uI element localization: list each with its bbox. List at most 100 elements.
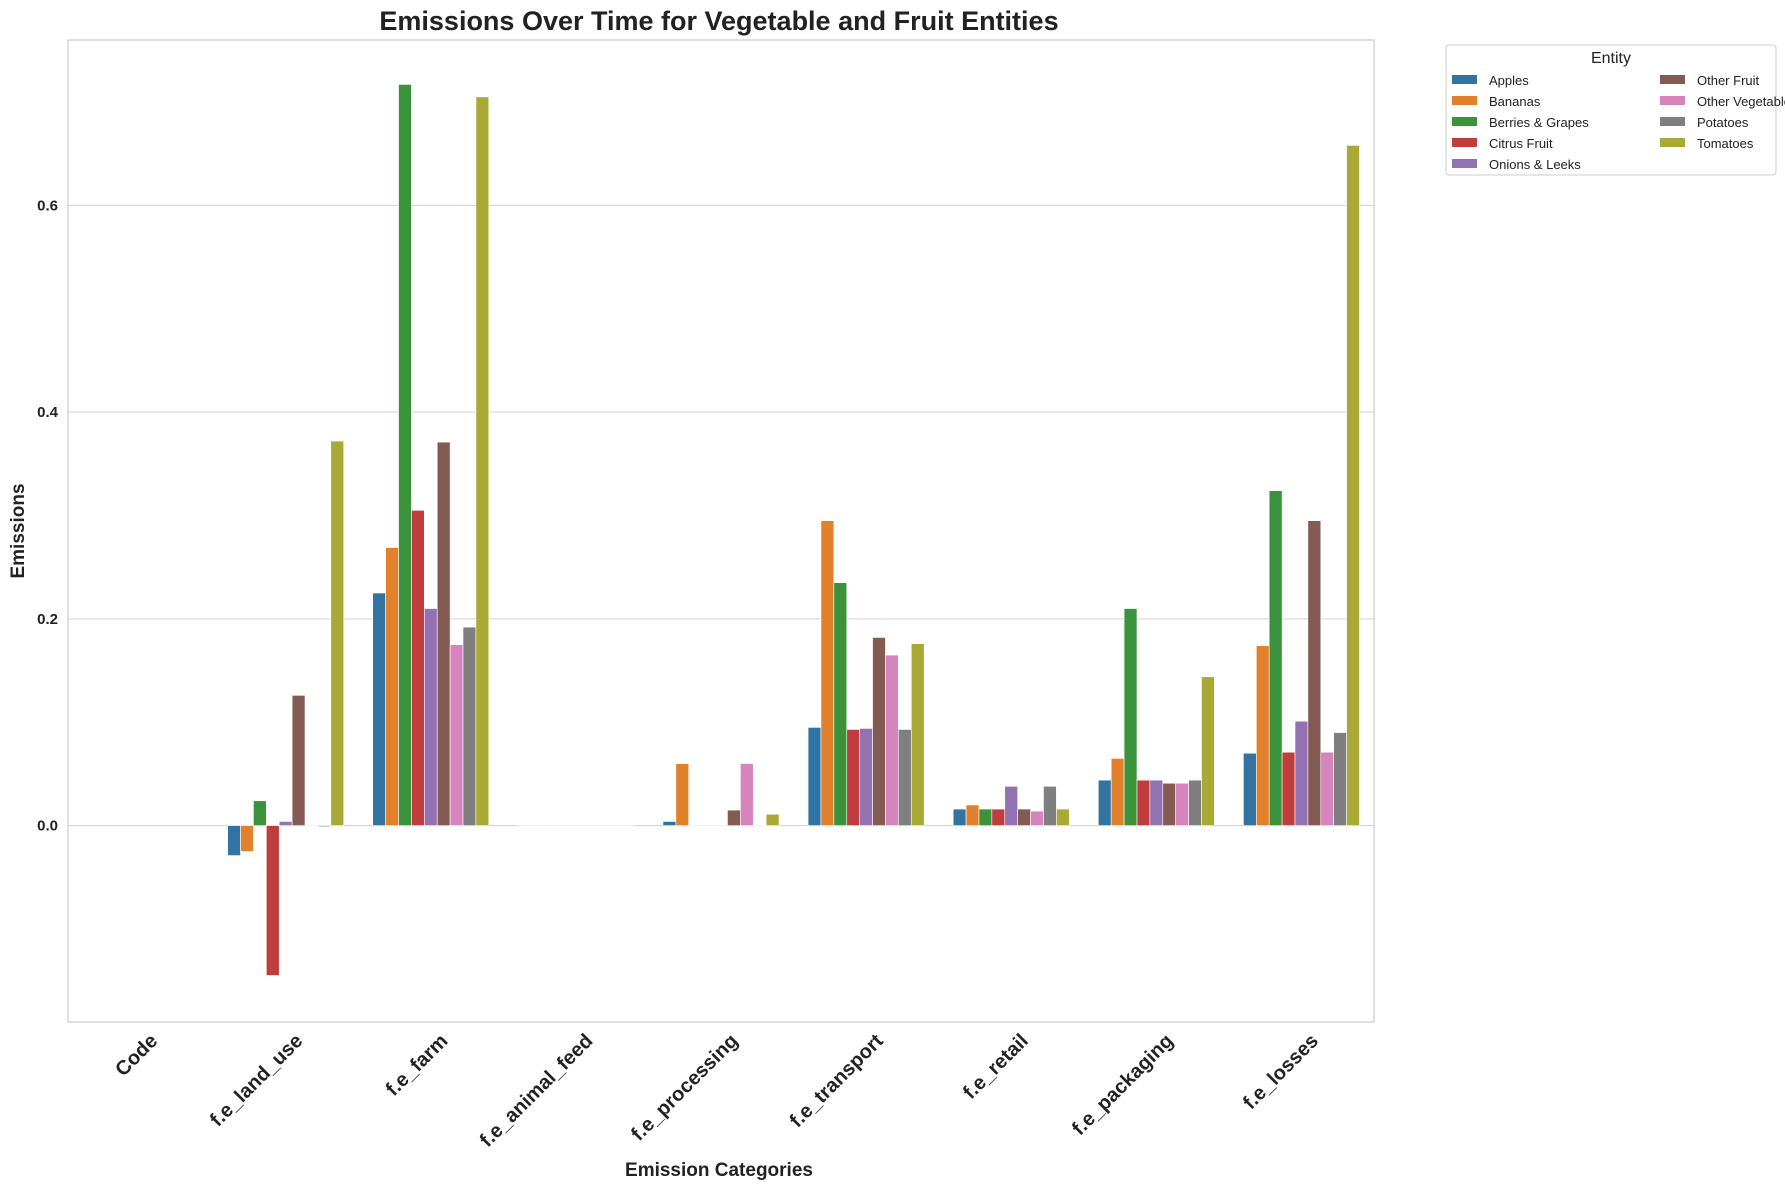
y-tick-label: 0.0 — [37, 818, 58, 835]
bar — [898, 729, 912, 826]
bar — [859, 728, 873, 826]
bar — [556, 825, 570, 827]
bar — [910, 643, 925, 826]
plot-area-background — [68, 40, 1374, 1022]
bar — [1162, 782, 1176, 826]
bar — [372, 592, 386, 826]
bar — [1188, 779, 1202, 826]
bar — [385, 547, 399, 826]
bars-group — [227, 84, 1360, 976]
bar — [765, 813, 780, 826]
legend-swatch — [1660, 117, 1685, 126]
bar — [240, 825, 254, 852]
bar — [253, 800, 267, 826]
legend-frame — [1445, 44, 1777, 176]
bar — [1043, 786, 1057, 826]
x-tick-label: f.e_packaging — [1068, 1030, 1178, 1140]
bar — [1004, 786, 1018, 826]
bar — [594, 825, 609, 827]
bar — [424, 608, 438, 826]
bar — [1281, 751, 1296, 826]
legend-swatch — [1452, 96, 1477, 105]
legend-label: Berries & Grapes — [1489, 115, 1589, 130]
bar — [872, 637, 886, 826]
bar — [227, 825, 241, 856]
legend-label: Citrus Fruit — [1489, 136, 1553, 151]
y-axis-title: Emissions — [8, 483, 29, 578]
bar — [475, 96, 490, 826]
bar — [885, 654, 899, 826]
bar — [662, 821, 677, 826]
bar — [965, 804, 980, 826]
legend-swatch — [1660, 96, 1685, 105]
bar — [266, 825, 280, 976]
legend-label: Other Fruit — [1697, 73, 1760, 88]
bar — [846, 729, 860, 826]
bar — [714, 825, 728, 827]
legend-items: Apples Bananas Berries & Grapes Citrus Frui… — [1452, 73, 1785, 172]
legend-swatch — [1452, 138, 1477, 147]
legend-label: Onions & Leeks — [1489, 157, 1581, 172]
bar — [1175, 782, 1189, 826]
bar — [1256, 645, 1270, 826]
x-tick-label: f.e_retail — [959, 1030, 1033, 1104]
bar — [752, 825, 767, 827]
plot-area-frame — [67, 39, 1375, 1023]
bar — [820, 520, 835, 826]
bar — [1123, 608, 1138, 826]
bar — [952, 808, 967, 826]
bar — [278, 821, 293, 826]
bar — [1201, 676, 1215, 826]
bar — [607, 825, 622, 827]
x-tick-label: f.e_processing — [627, 1030, 742, 1145]
x-tick-label: f.e_animal_feed — [476, 1030, 598, 1152]
legend-label: Bananas — [1489, 94, 1541, 109]
x-axis-title: Emission Categories — [625, 1160, 813, 1181]
bar — [569, 825, 583, 827]
bar — [582, 825, 596, 827]
bar — [1333, 732, 1347, 826]
legend-swatch — [1452, 159, 1477, 168]
x-tick-label: f.e_land_use — [206, 1030, 307, 1131]
bar — [833, 582, 848, 826]
legend-swatch — [1660, 75, 1685, 84]
bar — [411, 510, 425, 826]
y-tick-label: 0.6 — [37, 197, 58, 214]
bar — [1097, 779, 1112, 826]
bar — [1149, 779, 1164, 826]
legend-label: Tomatoes — [1697, 136, 1754, 151]
legend-swatch — [1452, 75, 1477, 84]
bar — [462, 626, 477, 826]
bar — [1136, 779, 1151, 826]
bar — [449, 644, 464, 826]
legend-label: Apples — [1489, 73, 1529, 88]
bar — [330, 440, 345, 826]
bar — [291, 695, 306, 826]
x-tick-label: f.e_farm — [382, 1030, 453, 1101]
legend-title: Entity — [1591, 50, 1631, 67]
y-tick-label: 0.4 — [37, 404, 59, 421]
bar — [978, 808, 993, 826]
bar — [740, 763, 754, 826]
x-tick-label: f.e_transport — [786, 1030, 888, 1132]
bar — [1320, 751, 1334, 826]
bar — [1056, 808, 1070, 826]
x-tick-label: Code — [111, 1030, 162, 1081]
x-tick-label: f.e_losses — [1239, 1030, 1323, 1114]
bar — [1268, 490, 1283, 826]
legend-label: Other Vegetables — [1697, 94, 1785, 109]
bar — [688, 825, 702, 827]
bar — [304, 825, 319, 827]
bar — [530, 825, 544, 827]
bar — [620, 825, 635, 827]
bar — [317, 825, 332, 827]
bar — [1243, 752, 1257, 826]
bar — [1307, 520, 1322, 826]
bar — [517, 825, 532, 827]
bar — [1030, 810, 1044, 826]
bar — [807, 727, 822, 826]
chart-title: Emissions Over Time for Vegetable and Fr… — [379, 6, 1058, 36]
bar — [398, 84, 412, 826]
bar — [727, 809, 741, 826]
